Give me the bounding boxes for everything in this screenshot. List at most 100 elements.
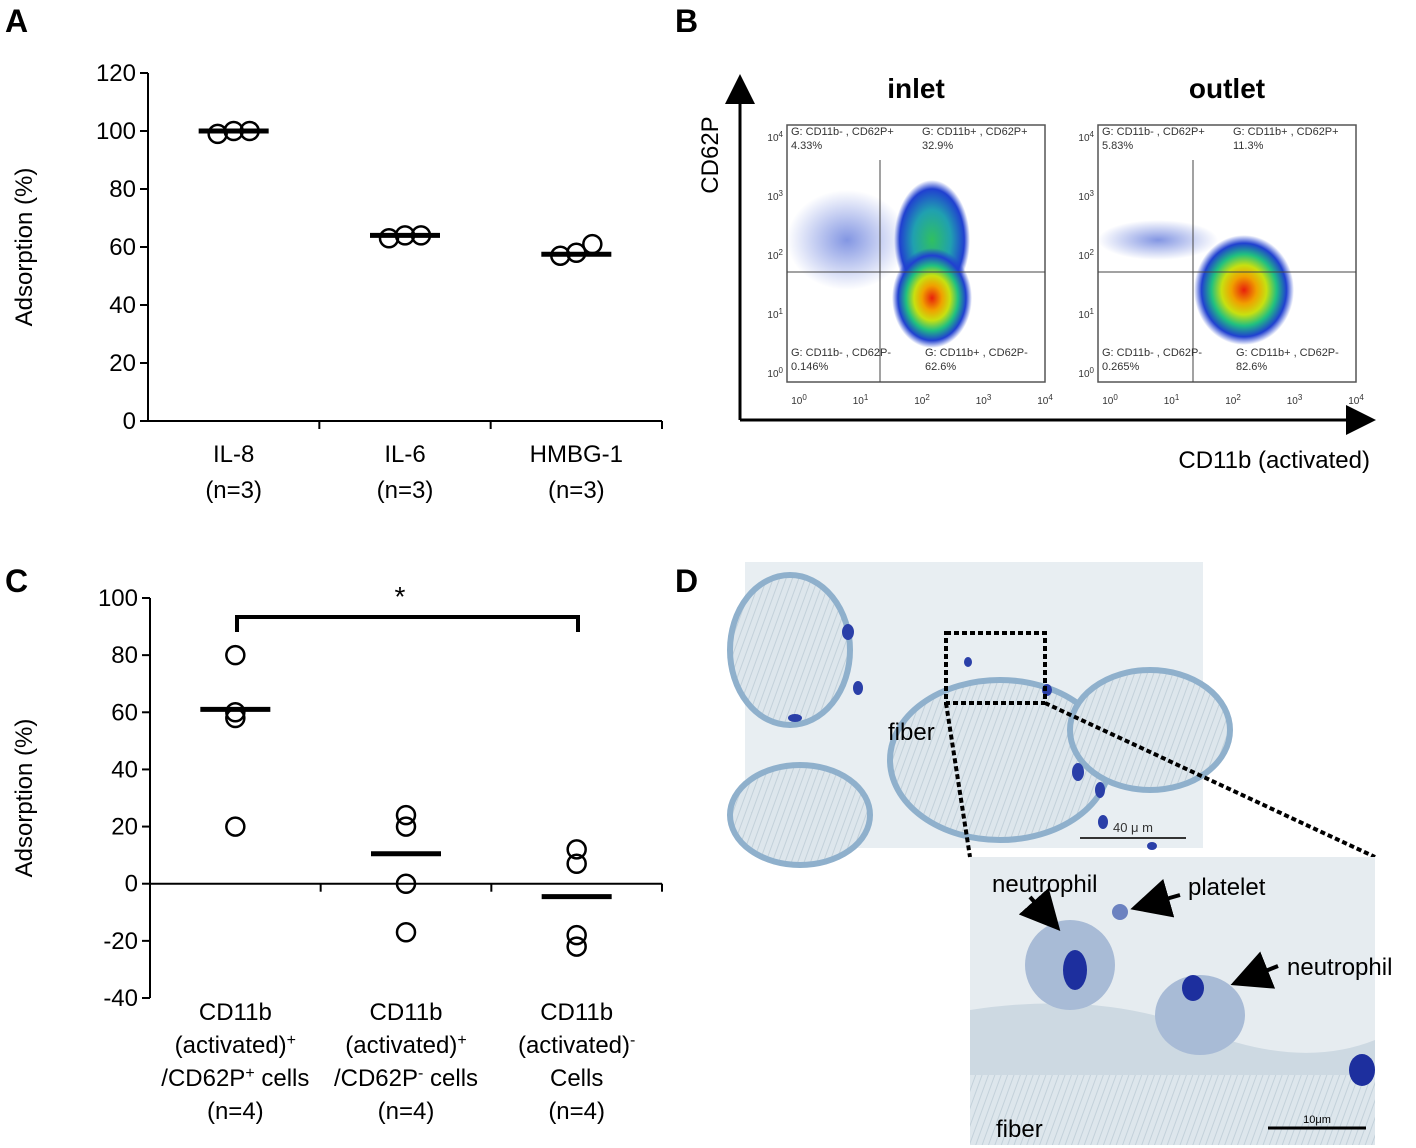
- x-tick-label: (n=3): [377, 477, 434, 504]
- x-tick-label: 102: [1225, 393, 1241, 408]
- quadrant-label: 32.9%: [922, 140, 953, 152]
- y-axis-label: Adsorption (%): [11, 168, 38, 327]
- text-run: 10: [1078, 192, 1090, 203]
- density-cloud: [1194, 235, 1294, 345]
- arrow: [1018, 887, 1061, 931]
- text-run: 10: [767, 192, 779, 203]
- zoom-box: [944, 631, 1047, 705]
- x-tick-label: (activated)+: [175, 1032, 296, 1060]
- y-tick-label: 103: [767, 189, 783, 204]
- y-tick-label: 40: [111, 756, 138, 783]
- y-tick-label: 101: [1078, 307, 1094, 322]
- quadrant-label: G: CD11b+ , CD62P+: [1233, 126, 1339, 138]
- fiber-section: [727, 572, 853, 728]
- text-run: 10: [767, 133, 779, 144]
- text-run: (activated): [175, 1032, 287, 1059]
- superscript: 2: [925, 393, 930, 402]
- quadrant-label: G: CD11b- , CD62P+: [1102, 126, 1205, 138]
- quadrant-label: 62.6%: [925, 361, 956, 373]
- quadrant-label: 5.83%: [1102, 140, 1133, 152]
- x-tick-label: (n=3): [205, 477, 262, 504]
- sparse-cloud: [787, 190, 907, 290]
- text-run: 10: [1037, 396, 1049, 407]
- text-run: (n=3): [377, 477, 434, 504]
- superscript: 4: [779, 130, 784, 139]
- y-tick-label: -20: [103, 928, 138, 955]
- y-tick-label: 60: [111, 699, 138, 726]
- text-run: 10: [1078, 369, 1090, 380]
- y-axis-label: Adsorption (%): [11, 719, 38, 878]
- superscript: -: [630, 1032, 635, 1049]
- superscript: 0: [1090, 366, 1095, 375]
- superscript: 3: [987, 393, 992, 402]
- y-tick-label: 102: [767, 248, 783, 263]
- superscript: 1: [1090, 307, 1095, 316]
- x-tick-label: (n=4): [378, 1098, 435, 1125]
- data-point: [395, 804, 417, 826]
- text-run: 10: [853, 396, 865, 407]
- quadrant-label: G: CD11b- , CD62P-: [791, 347, 891, 359]
- y-tick-label: 100: [98, 585, 138, 612]
- image-label: platelet: [1188, 874, 1266, 901]
- text-run: Cells: [550, 1065, 603, 1092]
- text-run: 10: [1078, 310, 1090, 321]
- superscript: 0: [802, 393, 807, 402]
- data-point: [395, 816, 417, 837]
- text-run: 10: [1102, 396, 1114, 407]
- quadrant-label: 0.146%: [791, 361, 829, 373]
- x-tick-label: 100: [1102, 393, 1118, 408]
- x-axis-label: CD11b (activated): [1178, 447, 1370, 474]
- x-tick-label: 101: [1164, 393, 1180, 408]
- image-label: fiber: [888, 719, 935, 746]
- superscript: 2: [1090, 248, 1095, 257]
- text-run: 10: [1348, 396, 1360, 407]
- panel-label: A: [5, 3, 28, 39]
- x-tick-label: 100: [791, 393, 807, 408]
- nucleus: [1182, 975, 1204, 1001]
- zoom-line: [944, 702, 972, 858]
- text-run: CD11b: [540, 999, 613, 1026]
- data-point: [395, 873, 417, 894]
- y-tick-label: 104: [1078, 130, 1094, 145]
- density-cloud: [892, 248, 972, 348]
- image-label: fiber: [996, 1116, 1043, 1143]
- y-tick-label: 0: [123, 408, 136, 435]
- sparse-cloud: [1098, 220, 1218, 260]
- superscript: 4: [1359, 393, 1364, 402]
- x-tick-label: IL-6: [384, 441, 425, 468]
- text-run: cells: [423, 1065, 478, 1092]
- arrow: [1230, 951, 1279, 989]
- x-tick-label: CD11b: [370, 999, 443, 1026]
- y-tick-label: 0: [125, 871, 138, 898]
- nucleus: [1349, 1054, 1375, 1086]
- x-tick-label: /CD62P- cells: [334, 1065, 478, 1093]
- superscript: 0: [1113, 393, 1118, 402]
- quadrant-label: G: CD11b+ , CD62P-: [925, 347, 1028, 359]
- fiber-section: [1067, 667, 1233, 793]
- x-tick-label: 103: [976, 393, 992, 408]
- superscript: 4: [1048, 393, 1053, 402]
- x-tick-label: (n=4): [548, 1098, 605, 1125]
- data-point: [566, 839, 587, 860]
- text-run: (n=4): [207, 1098, 264, 1125]
- y-tick-label: 40: [109, 292, 136, 319]
- superscript: 3: [1090, 189, 1095, 198]
- text-run: cells: [255, 1065, 310, 1092]
- y-tick-label: 60: [109, 234, 136, 261]
- superscript: +: [245, 1065, 254, 1082]
- text-run: 10: [791, 396, 803, 407]
- superscript: 2: [1236, 393, 1241, 402]
- plot-title: outlet: [1189, 73, 1265, 104]
- superscript: 1: [779, 307, 784, 316]
- quadrant-label: 11.3%: [1233, 140, 1264, 152]
- x-tick-label: /CD62P+ cells: [161, 1065, 309, 1093]
- significance-bracket: [235, 615, 580, 632]
- data-point: [225, 644, 246, 666]
- data-point: [566, 924, 587, 946]
- fiber-section: [727, 762, 873, 868]
- data-point: [225, 702, 246, 723]
- x-tick-label: (n=3): [548, 477, 605, 504]
- y-tick-label: 104: [767, 130, 783, 145]
- fiber-region: [970, 1070, 1375, 1145]
- significance-label: *: [395, 581, 406, 612]
